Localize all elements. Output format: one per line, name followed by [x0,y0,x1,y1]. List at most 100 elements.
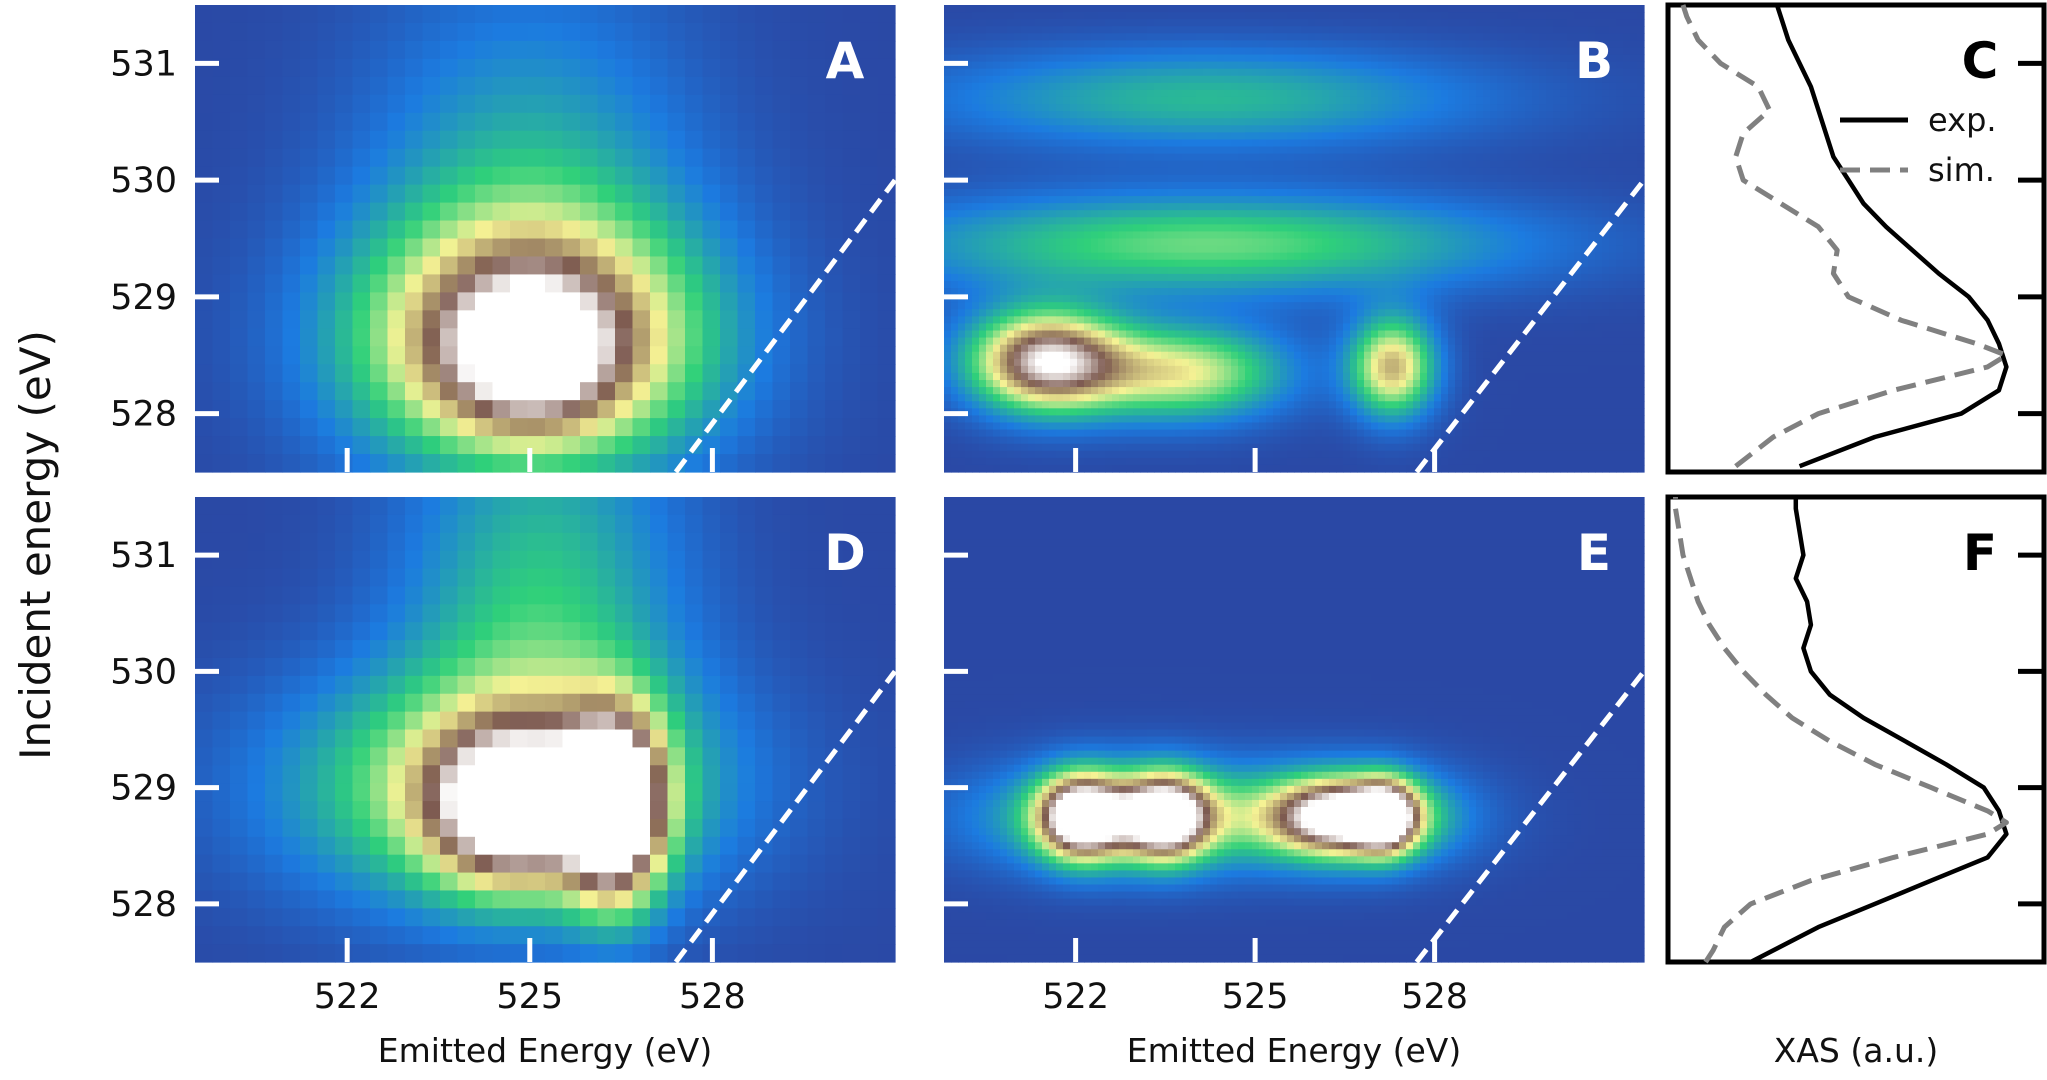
heatmap-cell [1231,288,1239,296]
heatmap-cell [440,418,459,437]
heatmap-cell [1014,174,1022,183]
heatmap-cell [1042,365,1050,374]
heatmap-cell [1112,40,1120,49]
heatmap-cell [1077,259,1085,268]
heatmap-cell [1000,12,1008,20]
heatmap-cell [1056,196,1064,204]
heatmap-cell [1350,401,1358,409]
heatmap-cell [1147,330,1155,339]
heatmap-cell [1133,401,1141,409]
heatmap-cell [317,328,336,347]
heatmap-cell [1336,422,1344,431]
heatmap-cell [1259,75,1267,84]
heatmap-cell [1259,351,1267,360]
heatmap-cell [597,94,616,114]
heatmap-cell [1182,380,1190,388]
heatmap-cell [877,274,896,293]
heatmap-cell [1119,280,1127,289]
heatmap-cell [1322,358,1330,367]
heatmap-cell [440,220,459,240]
heatmap-cell [1133,280,1141,289]
heatmap-cell [1259,372,1267,381]
heatmap-cell [1154,372,1162,381]
heatmap-cell [615,454,634,473]
heatmap-cell [1280,167,1288,176]
heatmap-cell [1161,316,1169,325]
heatmap-cell [1140,96,1148,105]
heatmap-cell [993,196,1001,204]
heatmap-cell [944,26,952,34]
heatmap-cell [265,364,284,383]
heatmap-cell [1014,231,1022,240]
heatmap-cell [944,429,952,438]
heatmap-cell [1294,372,1302,381]
heatmap-cell [1147,196,1155,204]
heatmap-cell [1098,146,1106,155]
heatmap-cell [1098,309,1106,317]
heatmap-cell [1077,252,1085,261]
heatmap-cell [965,358,973,367]
heatmap-cell [1336,89,1344,98]
heatmap-cell [1007,365,1015,374]
heatmap-cell [965,408,973,416]
heatmap-cell [195,382,214,401]
heatmap-cell [1301,224,1309,233]
heatmap-cell [1007,302,1015,310]
heatmap-cell [1028,457,1036,466]
heatmap-cell [387,328,406,347]
heatmap-cell [1063,316,1071,325]
heatmap-cell [1084,380,1092,388]
heatmap-cell [1224,238,1232,247]
heatmap-cell [1203,231,1211,240]
heatmap-cell [370,202,389,222]
heatmap-cell [1105,457,1113,466]
heatmap-cell [1315,429,1323,438]
heatmap-cell [1287,429,1295,438]
heatmap-cell [1266,210,1274,218]
heatmap-cell [195,5,214,24]
heatmap-cell [1336,245,1344,254]
heatmap-cell [1042,280,1050,289]
heatmap-cell [993,181,1001,190]
heatmap-cell [1021,450,1029,459]
heatmap-cell [702,436,721,455]
heatmap-cell [335,238,354,258]
heatmap-cell [300,166,319,186]
heatmap-cell [965,196,973,204]
heatmap-cell [979,252,987,261]
heatmap-cell [387,292,406,311]
heatmap-cell [1294,387,1302,395]
heatmap-cell [335,382,354,401]
heatmap-cell [1161,174,1169,183]
heatmap-cell [1119,323,1127,332]
heatmap-cell [1063,295,1071,303]
heatmap-cell [1210,231,1218,240]
heatmap-cell [944,181,952,190]
heatmap-cell [1035,96,1043,105]
heatmap-cell [1063,422,1071,431]
heatmap-cell [1273,139,1281,148]
heatmap-cell [972,153,980,162]
heatmap-cell [1259,309,1267,317]
heatmap-cell [1210,181,1218,190]
heatmap-cell [1280,408,1288,416]
heatmap-cell [1035,5,1043,13]
heatmap-cell [527,328,546,347]
heatmap-cell [1189,19,1197,27]
heatmap-cell [1266,245,1274,254]
heatmap-cell [1133,181,1141,190]
heatmap-cell [1273,443,1281,452]
heatmap-cell [212,418,231,437]
heatmap-cell [1007,125,1015,133]
heatmap-cell [457,436,476,455]
heatmap-cell [958,89,966,98]
heatmap-cell [993,380,1001,388]
heatmap-cell [1210,330,1218,339]
heatmap-cell [737,454,756,473]
heatmap-cell [1084,443,1092,452]
heatmap-cell [1287,295,1295,303]
heatmap-cell [300,5,319,24]
heatmap-cell [1049,203,1057,211]
heatmap-cell [944,330,952,339]
heatmap-cell [1175,89,1183,98]
